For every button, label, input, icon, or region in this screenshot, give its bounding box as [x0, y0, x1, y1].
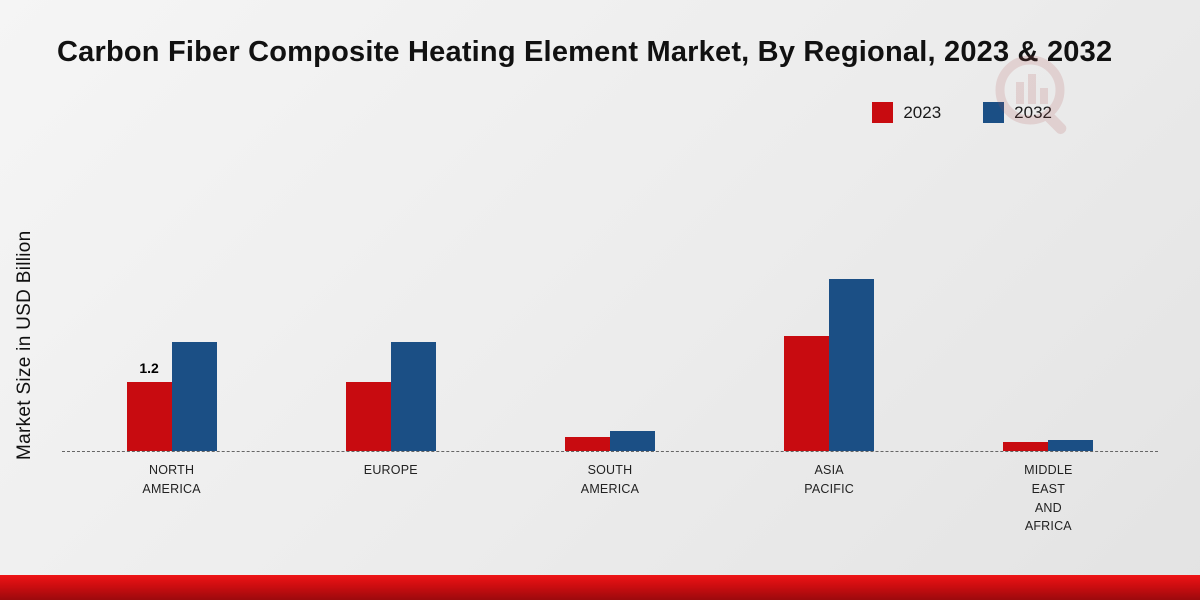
- bar-group: SOUTH AMERICA: [564, 430, 655, 496]
- legend-label: 2023: [903, 102, 942, 122]
- footer-ribbon: [0, 575, 1200, 600]
- plot-area: 1.2 NORTH AMERICA EUROPE SOUTH AMERICA ASIA …: [62, 212, 1158, 533]
- legend-item-2023: 2023: [872, 102, 941, 123]
- bar-value-label: 1.2: [139, 360, 159, 376]
- bar-2032: [609, 430, 655, 451]
- category-label: ASIA PACIFIC: [804, 463, 855, 496]
- legend-swatch-2023: [872, 102, 894, 123]
- chart-title: Carbon Fiber Composite Heating Element M…: [57, 36, 1113, 68]
- bar-2032: [829, 278, 875, 451]
- bar-group: EUROPE: [345, 341, 436, 477]
- category-label: SOUTH AMERICA: [580, 463, 640, 496]
- y-axis-label: Market Size in USD Billion: [14, 230, 35, 460]
- category-label: EUROPE: [363, 463, 418, 477]
- bar-2032: [1048, 439, 1094, 451]
- bar-groups: 1.2 NORTH AMERICA EUROPE SOUTH AMERICA ASIA …: [62, 212, 1158, 533]
- legend-item-2032: 2032: [983, 102, 1052, 123]
- legend-swatch-2032: [983, 102, 1005, 123]
- bar-group: 1.2 NORTH AMERICA: [126, 341, 217, 496]
- bar-2023: [784, 336, 830, 451]
- category-label: MIDDLE EAST AND AFRICA: [1024, 463, 1073, 534]
- bar-2023: 1.2: [126, 360, 172, 451]
- bar-2032: [171, 341, 217, 451]
- bar-group: MIDDLE EAST AND AFRICA: [1003, 439, 1094, 533]
- legend: 2023 2032: [872, 102, 1052, 123]
- bar-2023: [564, 436, 610, 451]
- legend-label: 2032: [1014, 102, 1052, 122]
- bar-2023: [345, 382, 391, 451]
- category-label: NORTH AMERICA: [142, 463, 201, 496]
- bar-2023: [1003, 442, 1049, 451]
- bar-group: ASIA PACIFIC: [784, 278, 875, 496]
- bar-2032: [390, 341, 436, 451]
